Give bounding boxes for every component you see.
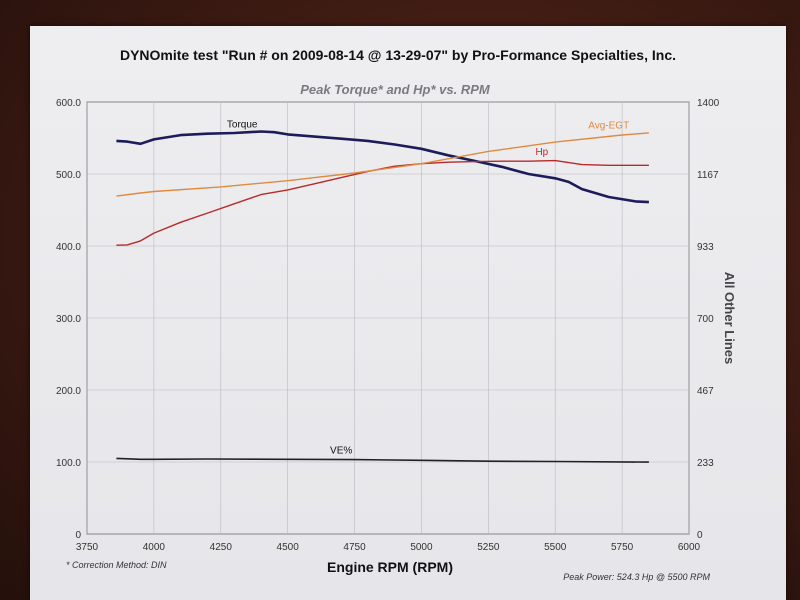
y-right-tick-label: 933 xyxy=(697,242,714,253)
y-left-tick-label: 600.0 xyxy=(56,98,81,109)
y-right-tick-label: 700 xyxy=(697,314,714,325)
y-right-tick-label: 233 xyxy=(697,458,714,469)
y-left-tick-label: 300.0 xyxy=(56,314,81,325)
y-right-tick-label: 1167 xyxy=(697,170,719,181)
correction-note: * Correction Method: DIN xyxy=(66,560,167,570)
y-right-tick-label: 0 xyxy=(697,530,703,541)
series-label: VE% xyxy=(330,446,352,457)
y-left-tick-label: 100.0 xyxy=(56,458,81,469)
x-tick-label: 6000 xyxy=(678,542,701,553)
y-right-tick-label: 1400 xyxy=(697,98,720,109)
x-tick-label: 4750 xyxy=(343,542,366,553)
series-line-avg-egt xyxy=(116,132,649,197)
x-tick-label: 4500 xyxy=(277,542,300,553)
y-left-tick-label: 400.0 xyxy=(56,242,81,253)
chart-subtitle: Peak Torque* and Hp* vs. RPM xyxy=(300,82,491,97)
series-line-torque xyxy=(116,130,649,204)
dyno-sheet xyxy=(30,26,786,600)
x-tick-label: 4250 xyxy=(210,542,233,553)
series-lines xyxy=(116,130,649,463)
x-tick-label: 5000 xyxy=(410,542,433,553)
series-labels: Torque Hp Avg-EGT VE% xyxy=(227,120,629,457)
series-label: Hp xyxy=(535,147,548,158)
series-label: Avg-EGT xyxy=(588,120,629,131)
y-left-tick-label: 500.0 xyxy=(56,170,81,181)
tick-labels: 3750 4000 4250 4500 4750 5000 5250 5500 5750 6000… xyxy=(56,98,720,553)
x-tick-label: 4000 xyxy=(143,542,166,553)
y-left-tick-label: 200.0 xyxy=(56,386,81,397)
series-line-hp xyxy=(116,159,649,246)
x-axis-label: Engine RPM (RPM) xyxy=(327,559,453,575)
y-left-tick-label: 0 xyxy=(75,530,81,541)
x-tick-label: 5250 xyxy=(477,542,500,553)
series-line-ve- xyxy=(116,457,649,463)
y-right-tick-label: 467 xyxy=(697,386,714,397)
peak-power-note: Peak Power: 524.3 Hp @ 5500 RPM xyxy=(563,572,710,582)
x-tick-label: 3750 xyxy=(76,542,99,553)
right-axis-label: All Other Lines xyxy=(722,272,737,364)
x-tick-label: 5750 xyxy=(611,542,634,553)
chart-title: DYNOmite test "Run # on 2009-08-14 @ 13-… xyxy=(120,47,676,63)
x-tick-label: 5500 xyxy=(544,542,567,553)
series-label: Torque xyxy=(227,120,258,131)
